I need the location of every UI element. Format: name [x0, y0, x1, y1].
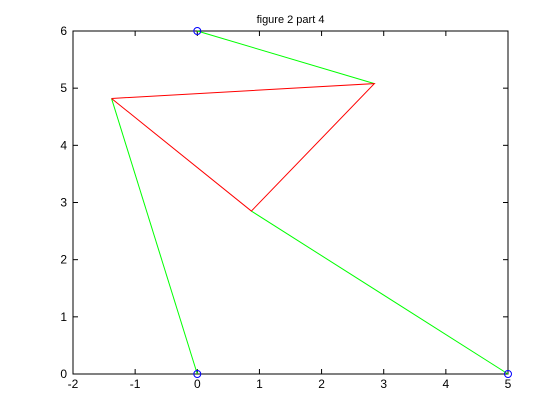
x-tick-label: 3 — [380, 377, 387, 391]
x-tick-label: 4 — [443, 377, 450, 391]
y-tick-label: 5 — [60, 81, 67, 95]
red-triangle-line — [111, 83, 376, 212]
y-tick-label: 4 — [60, 138, 67, 152]
x-tick-label: 1 — [256, 377, 263, 391]
y-tick-label: 0 — [60, 367, 67, 381]
chart-title: figure 2 part 4 — [257, 14, 325, 26]
anchor-point-marker — [193, 27, 202, 35]
anchor-point-marker — [193, 370, 202, 378]
anchor-point-marker — [504, 370, 512, 378]
green-link-line — [251, 210, 509, 375]
x-tick-label: 2 — [318, 377, 325, 391]
axes-frame — [72, 30, 509, 375]
y-tick-label: 2 — [60, 253, 67, 267]
data-markers — [193, 27, 512, 378]
y-tick-label: 6 — [60, 24, 67, 38]
green-link-line — [197, 30, 375, 85]
x-tick-label: -1 — [130, 377, 141, 391]
x-tick-label: 0 — [194, 377, 201, 391]
data-lines — [111, 30, 509, 375]
x-tick-label: 5 — [505, 377, 512, 391]
y-tick-label: 3 — [60, 196, 67, 210]
y-tick-label: 1 — [60, 310, 67, 324]
green-link-line — [111, 98, 198, 375]
x-tick-label: -2 — [68, 377, 79, 391]
